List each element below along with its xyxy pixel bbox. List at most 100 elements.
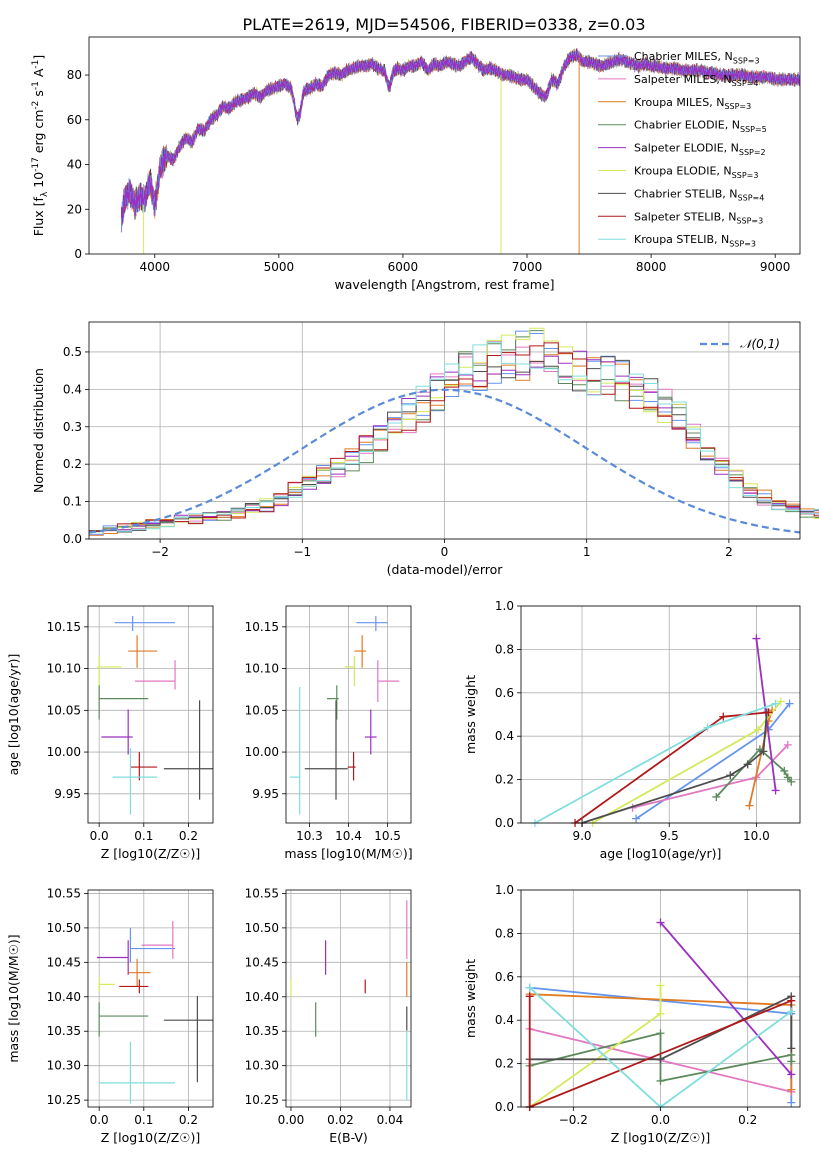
y-tick-label: 0.0	[63, 532, 82, 546]
weight-marker	[787, 1098, 796, 1107]
residual-histogram	[89, 353, 819, 536]
error-bar-point	[96, 940, 129, 975]
error-bar-point	[377, 660, 400, 702]
y-tick-label: 0.4	[495, 1013, 514, 1027]
error-bar-point	[344, 656, 355, 687]
label-part: 10	[31, 172, 46, 192]
weight-marker	[787, 1070, 796, 1079]
x-tick-label: 10.0	[743, 829, 770, 843]
panel-age-vs-mass: 10.3 10.4 10.5 9.95 10.00 10.05 10.10 10.15 mass…	[245, 605, 413, 861]
axes-frame	[285, 605, 412, 824]
weight-line	[581, 712, 768, 824]
error-bar-point	[114, 616, 176, 632]
legend-label: Chabrier MILES, NSSP=3	[634, 50, 760, 65]
error-bar-point	[327, 685, 339, 720]
error-bar-point	[96, 656, 122, 687]
x-tick-label: 0.02	[327, 1113, 354, 1127]
label-part: Kroupa MILES, N	[634, 96, 724, 109]
label-part: mass weight	[463, 959, 478, 1038]
legend-label: Chabrier ELODIE, NSSP=5	[634, 119, 767, 134]
y-tick-label: 1.0	[495, 599, 514, 613]
weight-marker	[783, 773, 792, 782]
weight-marker	[787, 1007, 796, 1016]
axes-frame	[87, 605, 214, 824]
weight-marker	[656, 981, 665, 990]
label-part: SSP=4	[738, 194, 765, 203]
weight-marker	[787, 1044, 796, 1053]
residual-histogram	[89, 330, 819, 531]
weight-marker	[719, 712, 728, 721]
weight-marker	[656, 1055, 665, 1064]
label-part: Kroupa STELIB, N	[634, 233, 729, 246]
panel-weight-vs-age: 9.0 9.5 10.0 0.0 0.2 0.4 0.6 0.8 1.0 age [log10(a…	[463, 599, 801, 861]
y-tick-label: 10.55	[47, 886, 81, 900]
y-axis-label: mass [log10(M/M☉)]	[6, 934, 21, 1062]
weight-marker	[525, 992, 534, 1001]
weight-marker	[656, 1029, 665, 1038]
weight-marker	[764, 708, 773, 717]
y-tick-label: 10.15	[47, 620, 81, 634]
x-tick-label: 10.4	[335, 829, 362, 843]
error-bar-point	[130, 752, 158, 781]
legend-label: Chabrier STELIB, NSSP=4	[634, 187, 764, 202]
weight-marker	[745, 801, 754, 810]
x-tick-label: 0.00	[278, 1113, 305, 1127]
x-axis-label: age [log10(age/yr)]	[600, 846, 722, 861]
y-tick-label: 10.50	[245, 921, 279, 935]
axes-frame	[87, 889, 214, 1108]
label-part: erg cm	[31, 110, 46, 158]
label-part: mass [log10(M/M☉)]	[284, 846, 412, 861]
y-tick-label: 0.2	[495, 1057, 514, 1071]
y-axis-label: mass weight	[463, 675, 478, 754]
axes-frame	[285, 889, 412, 1108]
y-tick-label: 9.95	[54, 787, 81, 801]
error-bar-point	[289, 686, 301, 815]
label-part: Chabrier MILES, N	[634, 50, 733, 63]
y-tick-label: 10.55	[245, 886, 279, 900]
error-bar-point	[99, 1041, 176, 1104]
error-bar-point	[163, 700, 213, 800]
x-axis-label: mass [log10(M/M☉)]	[284, 846, 412, 861]
panel-spectrum: 4000 5000 6000 7000 8000 9000 0 20 40 60 80 wavelen…	[31, 36, 801, 292]
legend-label: 𝒩(0,1)	[740, 337, 780, 351]
y-tick-label: 10.50	[47, 921, 81, 935]
x-tick-label: 0.04	[377, 1113, 404, 1127]
panel-age-vs-Z: 0.0 0.1 0.2 9.95 10.00 10.05 10.10 10.15 Z [log1…	[6, 605, 214, 861]
plot-area	[120, 47, 800, 254]
x-tick-label: 2	[725, 545, 733, 559]
y-tick-label: 10.00	[47, 745, 81, 759]
plot-area	[96, 616, 213, 815]
label-part: Normed distribution	[31, 368, 46, 493]
y-tick-label: 10.30	[47, 1059, 81, 1073]
x-tick-label: 1	[583, 545, 591, 559]
residual-histogram	[89, 327, 819, 532]
weight-marker	[787, 777, 796, 786]
weight-marker	[771, 786, 780, 795]
y-tick-label: 10.05	[245, 703, 279, 717]
error-bar-point	[119, 979, 149, 994]
x-axis-label: E(B-V)	[329, 1130, 368, 1145]
plot-area	[88, 327, 819, 536]
x-tick-label: 6000	[388, 260, 419, 274]
label-part: SSP=3	[724, 102, 751, 111]
panel-mass-vs-Z: 0.0 0.1 0.2 10.25 10.30 10.35 10.40 10.45 10.50 1…	[6, 886, 214, 1145]
weight-line	[592, 700, 782, 824]
x-tick-label: 9.0	[572, 829, 591, 843]
x-tick-label: 0.2	[738, 1113, 757, 1127]
y-tick-label: 0.0	[495, 1100, 514, 1114]
axes-frame	[88, 321, 801, 540]
panel-mass-vs-ebv: 0.00 0.02 0.04 10.25 10.30 10.35 10.40 10.45 10.…	[245, 886, 412, 1145]
residual-histogram	[89, 350, 819, 536]
legend-label: Kroupa STELIB, NSSP=3	[634, 233, 756, 248]
y-tick-label: 10.00	[245, 745, 279, 759]
residual-histogram	[89, 342, 819, 532]
label-part: Kroupa ELODIE, N	[634, 165, 732, 178]
y-tick-label: 10.45	[245, 955, 279, 969]
y-tick-label: 0.8	[495, 642, 514, 656]
label-part: mass [log10(M/M☉)]	[6, 934, 21, 1062]
plot-area	[530, 634, 796, 827]
error-bar-point	[163, 996, 213, 1083]
figure-title: PLATE=2619, MJD=54506, FIBERID=0338, z=0…	[242, 15, 645, 34]
error-bar-point	[347, 752, 356, 781]
label-part: -17	[31, 157, 41, 172]
